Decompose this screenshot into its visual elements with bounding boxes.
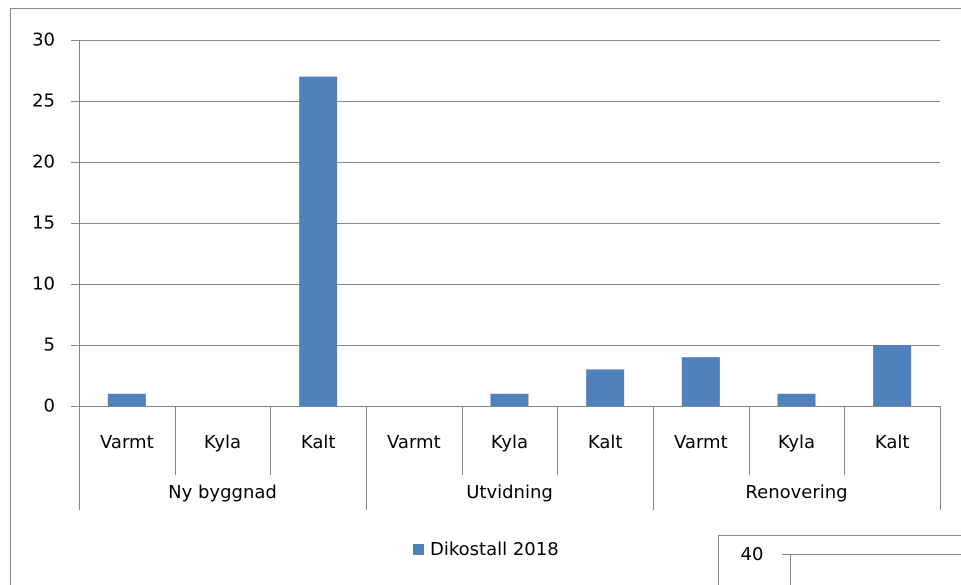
- bar: [873, 345, 912, 406]
- x-tick-label: Kyla: [778, 432, 815, 453]
- y-tick-label: 5: [44, 335, 55, 356]
- y-tick-label: 15: [32, 213, 55, 234]
- y-tick-label: 20: [32, 152, 55, 173]
- x-tick-label: Varmt: [387, 432, 441, 453]
- x-tick-label: Kyla: [204, 432, 241, 453]
- group-label: Utvidning: [466, 482, 553, 503]
- y-tick-label: 40: [741, 544, 764, 565]
- bar: [586, 369, 625, 406]
- bar: [299, 76, 338, 406]
- x-tick-label: Kalt: [301, 432, 336, 453]
- y-tick-label: 25: [32, 91, 55, 112]
- legend-label: Dikostall 2018: [430, 539, 559, 560]
- x-tick-label: Kalt: [875, 432, 910, 453]
- y-tick-label: 30: [32, 30, 55, 51]
- bar: [490, 393, 529, 406]
- chart-frame: [10, 8, 961, 585]
- bar: [107, 393, 146, 406]
- legend-marker: [413, 544, 424, 555]
- group-label: Renovering: [745, 482, 847, 503]
- x-tick-label: Varmt: [674, 432, 728, 453]
- y-tick-label: 10: [32, 274, 55, 295]
- x-tick-label: Kalt: [588, 432, 623, 453]
- bar: [777, 393, 816, 406]
- y-tick-label: 0: [44, 396, 55, 417]
- second-chart-frame: [718, 535, 961, 585]
- bar: [681, 357, 720, 406]
- x-tick-label: Kyla: [491, 432, 528, 453]
- x-tick-label: Varmt: [100, 432, 154, 453]
- group-label: Ny byggnad: [168, 482, 277, 503]
